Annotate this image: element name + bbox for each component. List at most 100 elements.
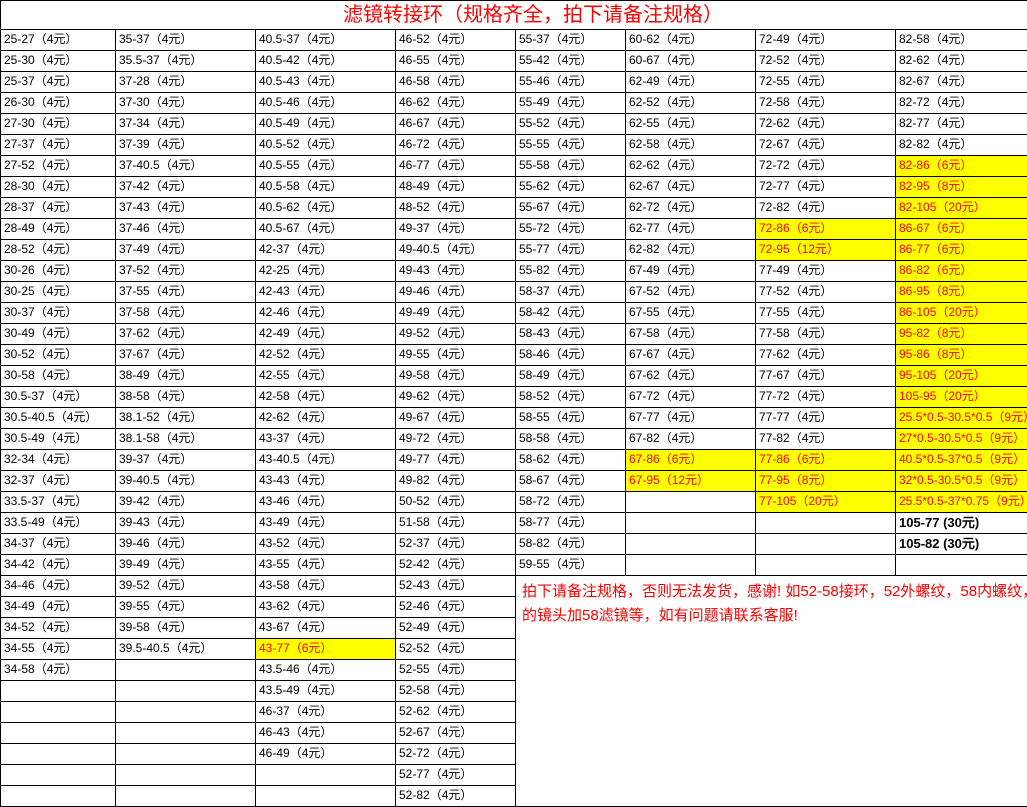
cell: 32*0.5-30.5*0.5（9元） <box>896 471 1027 492</box>
cell: 52-62（4元） <box>396 702 516 723</box>
cell: 52-52（4元） <box>396 639 516 660</box>
cell: 37-28（4元） <box>116 72 256 93</box>
cell: 40.5-52（4元） <box>256 135 396 156</box>
cell: 35-37（4元） <box>116 30 256 51</box>
cell: 50-52（4元） <box>396 492 516 513</box>
cell: 67-62（4元） <box>626 366 756 387</box>
cell: 34-49（4元） <box>1 597 116 618</box>
cell: 55-42（4元） <box>516 51 626 72</box>
cell: 52-58（4元） <box>396 681 516 702</box>
cell: 39-43（4元） <box>116 513 256 534</box>
cell: 40.5-58（4元） <box>256 177 396 198</box>
cell: 30-26（4元） <box>1 261 116 282</box>
cell: 46-52（4元） <box>396 30 516 51</box>
cell <box>1 744 116 765</box>
cell: 25.5*0.5-30.5*0.5（9元） <box>896 408 1027 429</box>
cell: 77-58（4元） <box>756 324 896 345</box>
cell: 58-72（4元） <box>516 492 626 513</box>
cell: 86-95（8元） <box>896 282 1027 303</box>
cell: 46-55（4元） <box>396 51 516 72</box>
cell: 67-67（4元） <box>626 345 756 366</box>
cell: 82-62（4元） <box>896 51 1027 72</box>
cell: 30.5-40.5（4元） <box>1 408 116 429</box>
cell: 60-62（4元） <box>626 30 756 51</box>
cell: 37-46（4元） <box>116 219 256 240</box>
cell: 28-30（4元） <box>1 177 116 198</box>
cell: 43-49（4元） <box>256 513 396 534</box>
cell: 49-58（4元） <box>396 366 516 387</box>
cell: 52-82（4元） <box>396 786 516 807</box>
cell: 67-86（6元） <box>626 450 756 471</box>
cell: 55-55（4元） <box>516 135 626 156</box>
cell: 49-40.5（4元） <box>396 240 516 261</box>
cell: 77-86（6元） <box>756 450 896 471</box>
cell: 48-52（4元） <box>396 198 516 219</box>
cell: 43.5-46（4元） <box>256 660 396 681</box>
cell: 72-52（4元） <box>756 51 896 72</box>
cell: 25-37（4元） <box>1 72 116 93</box>
cell <box>1 786 116 807</box>
cell: 46-67（4元） <box>396 114 516 135</box>
cell: 67-95（12元） <box>626 471 756 492</box>
cell: 55-46（4元） <box>516 72 626 93</box>
cell: 105-95（20元） <box>896 387 1027 408</box>
cell: 30-49（4元） <box>1 324 116 345</box>
cell: 62-52（4元） <box>626 93 756 114</box>
cell: 43-43（4元） <box>256 471 396 492</box>
cell: 38.1-52（4元） <box>116 408 256 429</box>
cell <box>256 786 396 807</box>
cell: 43-37（4元） <box>256 429 396 450</box>
cell: 77-95（8元） <box>756 471 896 492</box>
cell: 55-77（4元） <box>516 240 626 261</box>
cell: 43-77（6元） <box>256 639 396 660</box>
cell: 32-34（4元） <box>1 450 116 471</box>
cell: 82-86（6元） <box>896 156 1027 177</box>
cell: 58-62（4元） <box>516 450 626 471</box>
cell: 27-52（4元） <box>1 156 116 177</box>
cell: 42-55（4元） <box>256 366 396 387</box>
cell <box>1 723 116 744</box>
cell: 34-58（4元） <box>1 660 116 681</box>
cell <box>626 555 756 576</box>
cell: 82-58（4元） <box>896 30 1027 51</box>
cell: 86-105（20元） <box>896 303 1027 324</box>
cell: 67-58（4元） <box>626 324 756 345</box>
cell: 37-39（4元） <box>116 135 256 156</box>
cell: 58-58（4元） <box>516 429 626 450</box>
cell: 72-86（6元） <box>756 219 896 240</box>
cell: 67-52（4元） <box>626 282 756 303</box>
cell: 34-42（4元） <box>1 555 116 576</box>
cell: 42-49（4元） <box>256 324 396 345</box>
cell: 40.5-46（4元） <box>256 93 396 114</box>
cell: 52-37（4元） <box>396 534 516 555</box>
cell: 58-77（4元） <box>516 513 626 534</box>
cell: 77-52（4元） <box>756 282 896 303</box>
cell: 46-72（4元） <box>396 135 516 156</box>
cell: 28-37（4元） <box>1 198 116 219</box>
cell: 43-40.5（4元） <box>256 450 396 471</box>
cell: 39.5-40.5（4元） <box>116 639 256 660</box>
cell: 62-55（4元） <box>626 114 756 135</box>
cell: 77-77（4元） <box>756 408 896 429</box>
cell: 82-82（4元） <box>896 135 1027 156</box>
cell: 30-37（4元） <box>1 303 116 324</box>
table-title: 滤镜转接环（规格齐全，拍下请备注规格） <box>1 1 1027 30</box>
cell: 40.5-55（4元） <box>256 156 396 177</box>
cell <box>116 744 256 765</box>
cell: 37-52（4元） <box>116 261 256 282</box>
cell: 58-42（4元） <box>516 303 626 324</box>
cell: 59-55（4元） <box>516 555 626 576</box>
cell: 34-55（4元） <box>1 639 116 660</box>
cell: 72-77（4元） <box>756 177 896 198</box>
cell: 67-55（4元） <box>626 303 756 324</box>
cell: 95-82（8元） <box>896 324 1027 345</box>
cell: 72-82（4元） <box>756 198 896 219</box>
cell: 51-58（4元） <box>396 513 516 534</box>
cell: 40.5-62（4元） <box>256 198 396 219</box>
cell: 49-67（4元） <box>396 408 516 429</box>
cell: 55-37（4元） <box>516 30 626 51</box>
cell: 49-55（4元） <box>396 345 516 366</box>
cell: 39-42（4元） <box>116 492 256 513</box>
cell: 42-46（4元） <box>256 303 396 324</box>
cell: 77-67（4元） <box>756 366 896 387</box>
